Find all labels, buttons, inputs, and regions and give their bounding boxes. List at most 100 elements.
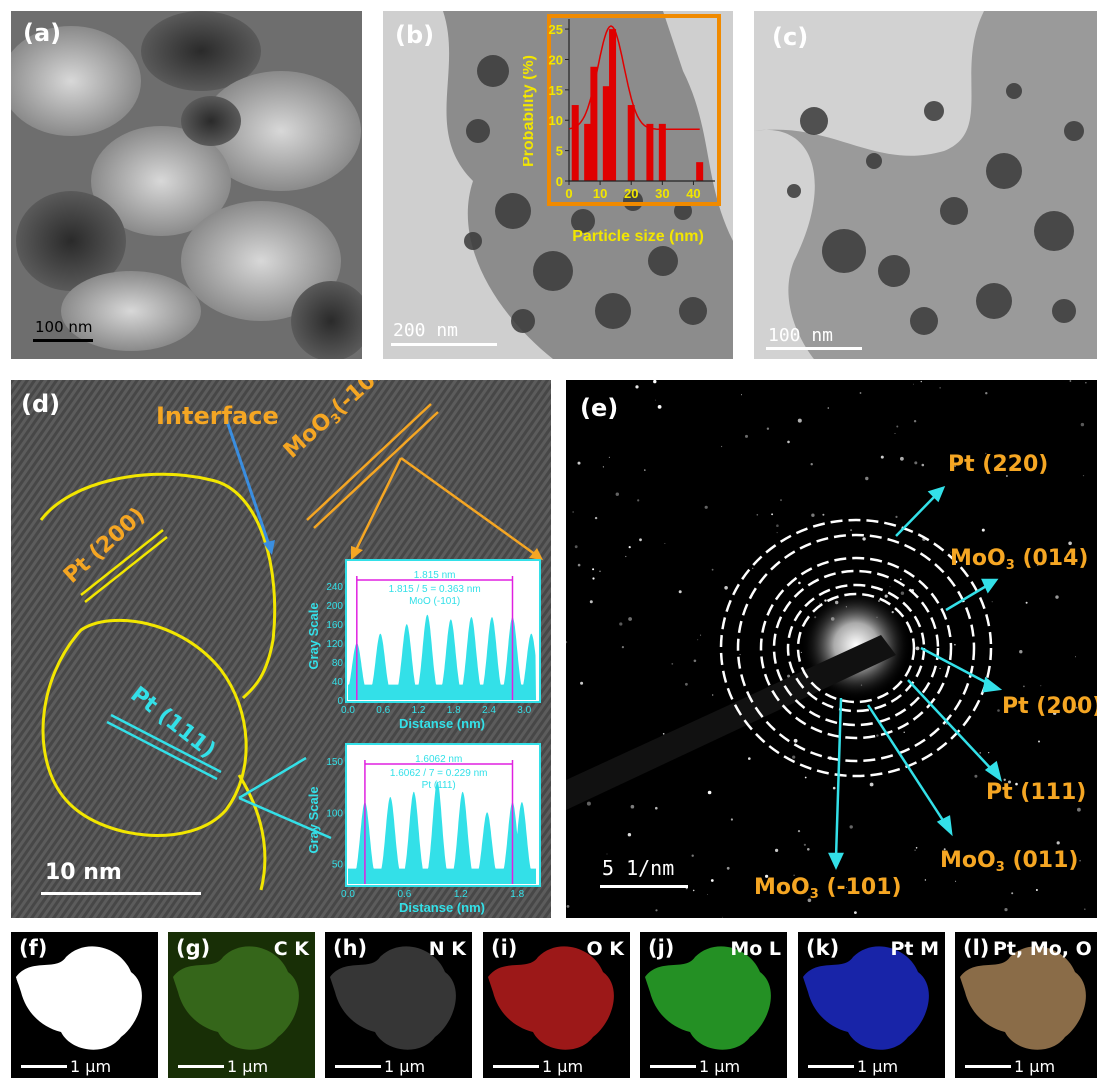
panel-label: (i) [491, 936, 518, 960]
histogram-ytick: 20 [549, 52, 563, 67]
moo3-text: MoO [754, 875, 810, 900]
profile-ytick: 120 [326, 639, 343, 650]
scale-bar-label: 10 nm [45, 860, 122, 885]
scale-bar-line [493, 1065, 539, 1068]
panel-label: (l) [963, 936, 990, 960]
scale-bar-line [600, 885, 688, 888]
scale-bar-label: 5 1/nm [602, 856, 675, 880]
scale-bar-label: 1 µm [493, 1057, 583, 1076]
scale-bar-line [33, 339, 93, 342]
eds-map-image [803, 946, 929, 1050]
panel-label: (d) [21, 390, 61, 418]
histogram-xtick: 10 [593, 186, 607, 201]
profile-xtick: 0.6 [376, 705, 390, 716]
profile-ytick: 160 [326, 620, 343, 631]
profile-xtick: 0.0 [341, 705, 355, 716]
histogram-bar [646, 123, 654, 181]
tem-texture [383, 11, 733, 359]
eds-map-image [168, 932, 315, 1078]
histogram-bar [658, 123, 666, 181]
eds-map-panel: (i) O K 1 µm [483, 932, 630, 1078]
histogram-bar [571, 105, 579, 181]
histogram-bar [696, 162, 704, 181]
profile-xtick: 1.2 [454, 889, 468, 900]
profile-ytick: 0 [337, 696, 343, 707]
panel-label: (c) [772, 23, 809, 51]
profile-ytick: 80 [332, 658, 344, 669]
scale-bar-line [965, 1065, 1011, 1068]
histogram-bar [584, 123, 592, 181]
interface-label: Interface [156, 402, 279, 430]
scale-bar-label: 1 µm [335, 1057, 425, 1076]
histogram-ytick: 10 [549, 113, 563, 128]
profile-ytick: 100 [326, 808, 343, 819]
panel-label: (b) [395, 21, 435, 49]
histogram-xtick: 0 [565, 186, 572, 201]
scale-bar-line [178, 1065, 224, 1068]
element-label: Pt, Mo, O [993, 938, 1092, 960]
scale-bar-label: 1 µm [965, 1057, 1055, 1076]
panel-d-hrtem: (d) Interface MoO3(-101) Pt (200) Pt (11… [11, 380, 551, 918]
profile-annotation-mid: 1.815 / 5 = 0.363 nm [389, 584, 481, 595]
gaussian-fit-curve [568, 25, 700, 131]
element-label: Mo L [730, 938, 781, 960]
scale-bar-line [766, 347, 862, 350]
element-label: C K [273, 938, 309, 960]
hkl: (014) [1022, 546, 1089, 571]
ring-label-pt200: Pt (200) [1002, 694, 1097, 719]
profile-xlabel: Distanse (nm) [399, 900, 485, 915]
histogram-ytick: 25 [549, 22, 563, 37]
eds-map-panel: (f) 1 µm [11, 932, 158, 1078]
histogram-ytick: 5 [556, 144, 563, 159]
subscript: 3 [809, 887, 819, 902]
scale-bar-line [335, 1065, 381, 1068]
histogram-xtick: 30 [655, 186, 669, 201]
hkl: (-101) [826, 875, 902, 900]
diffraction-rings [719, 518, 993, 778]
panel-label: (f) [19, 936, 48, 960]
profile-ylabel: Gray Scale [306, 786, 321, 853]
ring-label-moo3-011: MoO3 (011) [940, 848, 1078, 875]
scale-bar-label: 1 µm [650, 1057, 740, 1076]
panel-label: (h) [333, 936, 368, 960]
subscript: 3 [1005, 558, 1015, 573]
panel-label: (j) [648, 936, 675, 960]
profile-area [348, 781, 536, 884]
scale-bar-line [41, 892, 201, 895]
scale-bar-label: 1 µm [21, 1057, 111, 1076]
panel-label: (e) [580, 394, 619, 422]
profile-ylabel: Gray Scale [306, 602, 321, 669]
element-label: O K [586, 938, 625, 960]
profile-xtick: 1.2 [412, 705, 426, 716]
inset-frame [547, 14, 721, 206]
scale-bar-line [391, 343, 497, 346]
eds-map-image [960, 946, 1086, 1050]
panel-label: (k) [806, 936, 840, 960]
tem-texture [754, 11, 1097, 359]
scale-bar-label: 200 nm [393, 320, 459, 341]
scale-bar-label: 100 nm [35, 318, 93, 336]
histogram-ytick: 15 [549, 83, 563, 98]
scale-bar-line [808, 1065, 854, 1068]
histogram-xlabel: Particle size (nm) [572, 228, 704, 245]
eds-map-panel: (g) C K 1 µm [168, 932, 315, 1078]
profile-ytick: 150 [326, 757, 343, 768]
scale-bar-line [21, 1065, 67, 1068]
profile-xtick: 1.8 [510, 889, 524, 900]
profile-ytick: 50 [332, 860, 344, 871]
panel-label: (g) [176, 936, 211, 960]
particle-outline [41, 618, 248, 837]
moo3-text: MoO [950, 546, 1006, 571]
ring-label-moo3-014: MoO3 (014) [950, 546, 1088, 573]
histogram-xtick: 20 [624, 186, 638, 201]
eds-map-image [330, 946, 456, 1050]
eds-map-image [488, 946, 614, 1050]
eds-map-image [16, 946, 142, 1050]
profile-annotation-top: 1.815 nm [414, 570, 456, 581]
scale-bar-line [650, 1065, 696, 1068]
histogram-bar [627, 105, 635, 181]
histogram-ytick: 0 [556, 174, 563, 189]
ring-label-pt220: Pt (220) [948, 452, 1049, 477]
panel-e-saed: (e) Pt (220) MoO3 (014) Pt (200) Pt (111… [566, 380, 1097, 918]
